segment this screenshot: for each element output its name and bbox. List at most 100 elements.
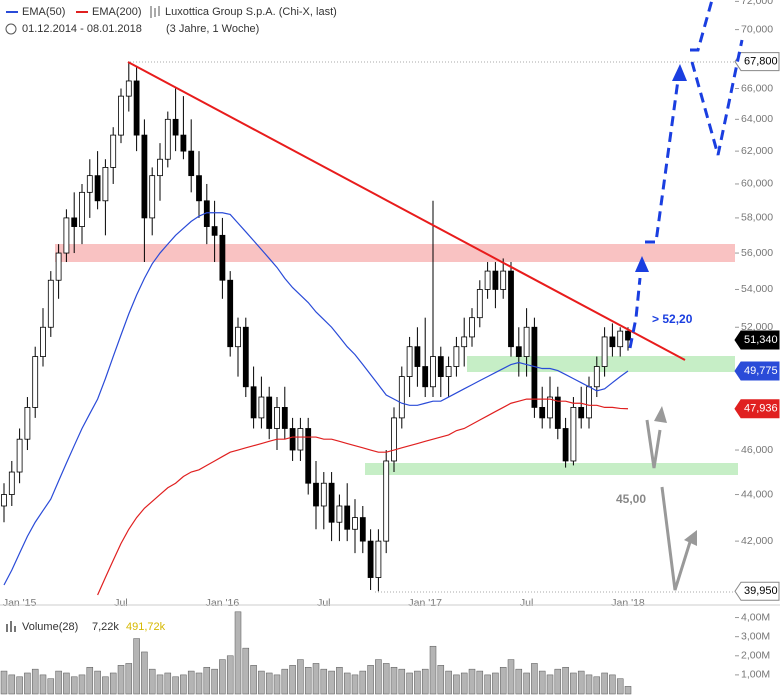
candle-body: [391, 417, 397, 462]
volume-bar: [515, 668, 523, 695]
volume-bar: [226, 655, 234, 695]
volume-bar: [273, 674, 281, 695]
arrow-head: [635, 256, 649, 272]
volume-bar: [281, 668, 289, 695]
price-tag: [734, 330, 780, 350]
volume-bar: [258, 670, 265, 695]
volume-readout: 7,22k: [92, 621, 119, 633]
candle-body: [453, 346, 460, 367]
candle-body: [94, 175, 101, 202]
volume-bar: [570, 672, 577, 695]
candle-body: [500, 270, 507, 290]
candle-body: [554, 396, 561, 429]
candle-body: [219, 234, 226, 281]
candle-body: [79, 191, 85, 227]
y-tick-label: 4,00M: [741, 611, 770, 623]
volume-bar: [47, 678, 55, 695]
candle-body: [227, 279, 234, 348]
volume-bar: [328, 670, 335, 695]
candle-body: [133, 80, 140, 136]
candle-body: [593, 366, 600, 388]
candle-body: [359, 517, 366, 542]
volume-bar: [492, 672, 499, 695]
volume-bar: [39, 674, 47, 695]
price-tag: [734, 361, 780, 381]
volume-bar: [78, 674, 86, 695]
volume-bar: [554, 668, 562, 695]
candle-body: [188, 150, 195, 177]
candle-body: [352, 517, 358, 530]
y-tick-label: 1,00M: [741, 669, 770, 681]
candle-body: [336, 505, 343, 523]
legend-label: EMA(50): [22, 6, 65, 18]
candle-body: [157, 158, 163, 177]
support-zone: [365, 463, 738, 475]
x-tick-label: Jan '17: [408, 597, 442, 609]
candle-body: [617, 330, 624, 348]
candle-body: [539, 407, 546, 419]
volume-bar: [304, 666, 312, 695]
volume-bar: [156, 674, 164, 695]
resistance-zone: [55, 244, 735, 262]
candle-body: [266, 396, 273, 429]
price-tag-label: 67,800: [744, 55, 778, 67]
volume-bar: [453, 674, 460, 695]
volume-bar: [164, 672, 172, 695]
candle-body: [492, 270, 499, 290]
volume-bar: [195, 672, 203, 695]
candle-icon: [150, 6, 160, 18]
candle-body: [625, 330, 631, 341]
volume-bar: [429, 645, 437, 695]
volume-bar: [0, 670, 8, 695]
candle-body: [328, 482, 335, 523]
volume-bar: [616, 678, 624, 695]
candle-body: [547, 396, 553, 419]
volume-bar: [320, 668, 328, 695]
candle-body: [523, 326, 530, 357]
volume-bar: [460, 672, 468, 695]
volume-bar: [562, 666, 569, 695]
y-tick-label: 3,00M: [741, 630, 770, 642]
candle-body: [110, 134, 117, 168]
clock-icon: [5, 23, 17, 35]
candle-body: [71, 217, 78, 227]
candle-body: [469, 317, 475, 338]
volume-bar: [343, 672, 351, 695]
volume-bar: [180, 674, 187, 695]
volume-bar: [289, 665, 296, 695]
volume-bar: [133, 638, 140, 695]
y-tick-label: 44,000: [741, 488, 773, 500]
candle-body: [367, 540, 374, 578]
x-tick-label: Jan '18: [611, 597, 645, 609]
volume-bar: [141, 651, 148, 695]
volume-readout: 491,72k: [126, 621, 166, 633]
candle-body: [375, 540, 382, 578]
volume-bar: [172, 676, 179, 695]
arrow-head: [684, 530, 697, 546]
y-tick-label: 42,000: [741, 535, 773, 547]
x-tick-label: Jan '16: [206, 597, 240, 609]
volume-bar: [382, 663, 390, 695]
volume-bar: [312, 663, 320, 695]
volume-bar: [421, 668, 429, 695]
x-tick-label: Jul: [317, 597, 330, 609]
volume-bar: [624, 686, 632, 695]
x-tick-label: Jan '15: [3, 597, 37, 609]
candle-body: [141, 134, 148, 219]
volume-bar: [63, 672, 70, 695]
gray-path: [645, 419, 662, 469]
volume-bar: [468, 668, 476, 695]
volume-bar: [24, 672, 31, 695]
x-tick-label: Jul: [520, 597, 533, 609]
title: Luxottica Group S.p.A. (Chi-X, last): [165, 6, 337, 18]
y-tick-label: 2,00M: [741, 650, 770, 662]
y-tick-label: 60,000: [741, 178, 773, 190]
y-tick-label: 72,000: [741, 0, 773, 7]
ema-line: [3, 212, 629, 586]
candle-body: [476, 289, 483, 319]
volume-bar: [94, 670, 101, 695]
price-tag: [734, 581, 780, 601]
candle-body: [118, 95, 124, 136]
price-tag-label: 47,936: [744, 403, 778, 415]
volume-bar: [507, 659, 515, 695]
